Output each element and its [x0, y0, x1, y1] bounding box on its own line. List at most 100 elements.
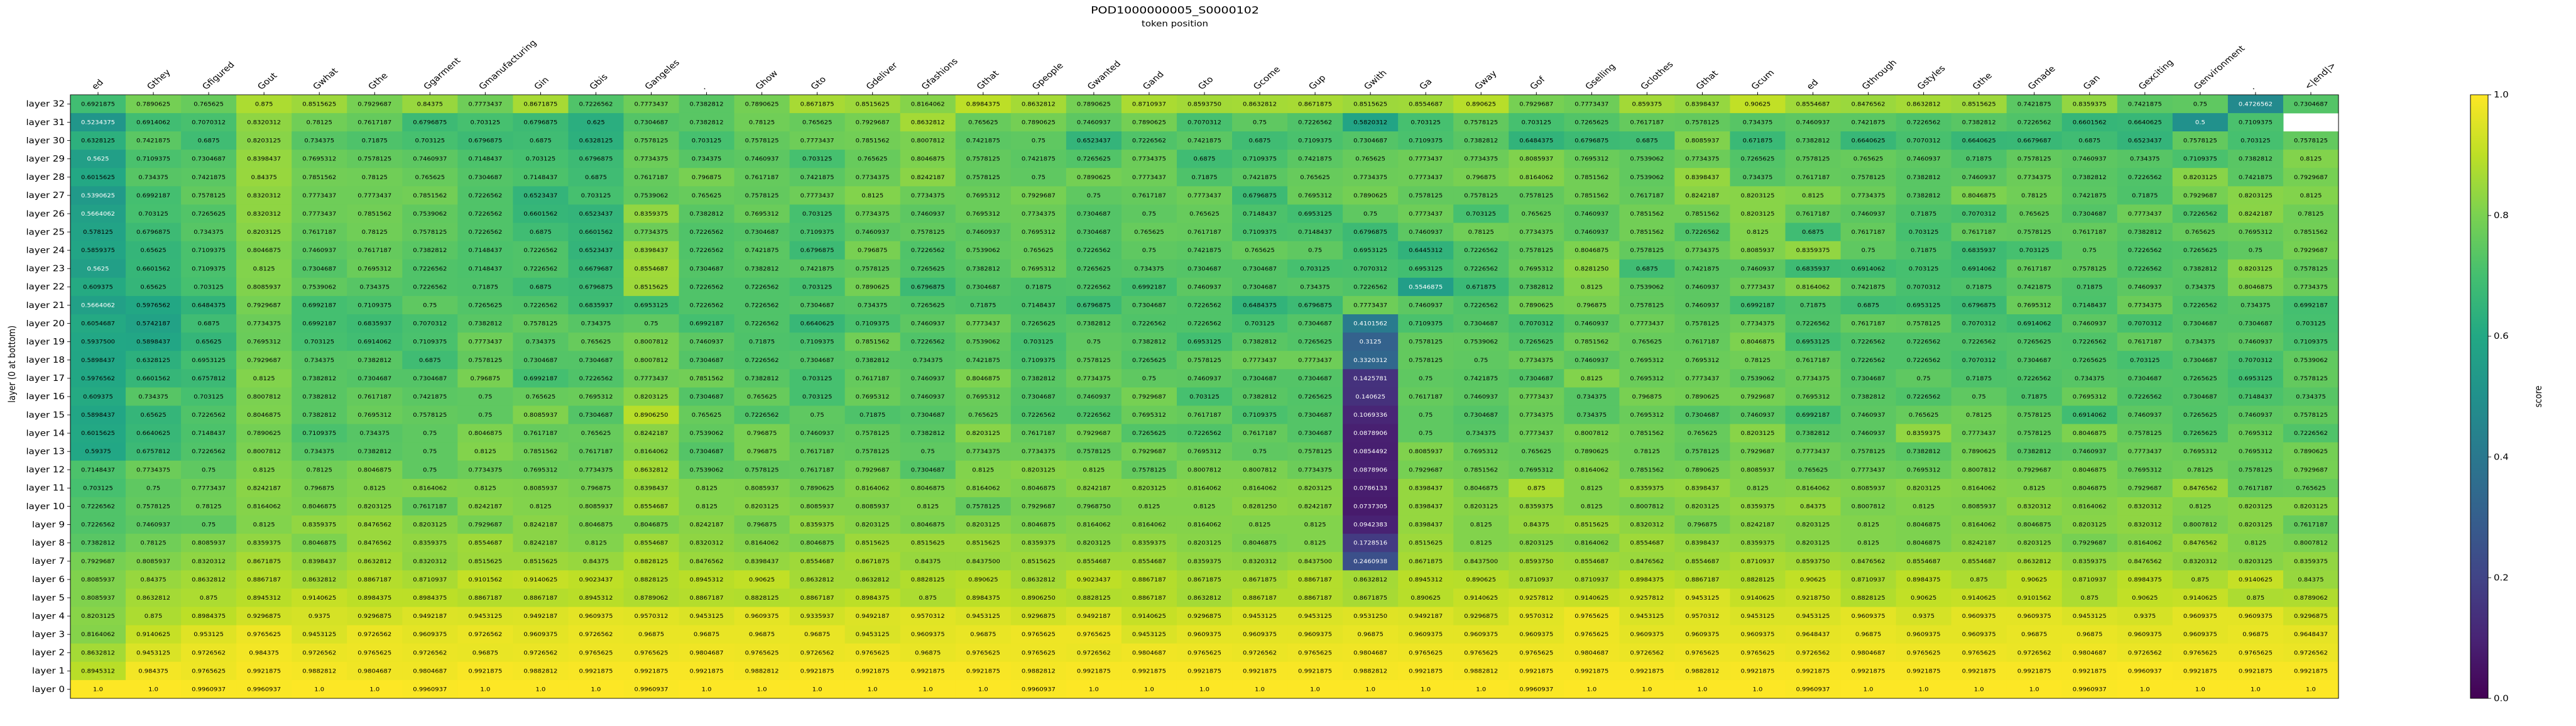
- cell-value-label: 0.75: [1972, 394, 1986, 400]
- cell-value-label: 0.875: [255, 101, 273, 107]
- heatmap-cell: [1453, 295, 1509, 315]
- heatmap-cell: [623, 387, 680, 406]
- cell-value-label: 0.8320312: [247, 119, 281, 126]
- cell-value-label: 0.7460937: [1907, 156, 1941, 162]
- heatmap-cell: [1453, 351, 1509, 370]
- heatmap-cell: [734, 625, 790, 644]
- heatmap-cell: [1674, 168, 1730, 187]
- cell-value-label: 0.7460937: [1962, 174, 1996, 180]
- heatmap-cell: [402, 351, 458, 370]
- cell-value-label: 0.7460937: [2239, 339, 2273, 345]
- cell-value-label: 0.7890625: [247, 431, 281, 437]
- cell-value-label: 0.4101562: [1353, 321, 1387, 327]
- heatmap-cell: [2172, 295, 2229, 315]
- heatmap-cell: [347, 643, 403, 663]
- cell-value-label: 0.9921875: [2294, 668, 2328, 674]
- heatmap-cell: [2061, 661, 2118, 681]
- heatmap-cell: [181, 150, 237, 168]
- cell-value-label: 0.6835937: [1796, 266, 1830, 272]
- cell-value-label: 0.7304687: [2128, 375, 2162, 382]
- cell-value-label: 0.7304687: [634, 119, 668, 126]
- cell-value-label: 0.7929687: [1077, 431, 1111, 437]
- heatmap-cell: [70, 570, 126, 589]
- cell-value-label: 0.9296875: [1187, 613, 1221, 620]
- heatmap-cell: [2172, 150, 2229, 168]
- cell-value-label: 0.7695312: [1907, 467, 1941, 473]
- heatmap-cell: [1287, 607, 1343, 626]
- heatmap-cell: [2227, 277, 2284, 297]
- heatmap-cell: [1343, 679, 1399, 699]
- heatmap-cell: [1232, 204, 1288, 223]
- cell-value-label: 0.796875: [471, 375, 501, 382]
- cell-value-label: 0.8046875: [1907, 522, 1941, 528]
- heatmap-cell: [402, 131, 458, 150]
- cell-value-label: 0.734375: [2130, 156, 2160, 162]
- cell-value-label: 0.8359375: [2073, 558, 2107, 564]
- cell-value-label: 0.7539062: [634, 193, 668, 199]
- heatmap-cell: [457, 204, 513, 223]
- cell-value-label: 0.734375: [2075, 375, 2105, 382]
- cell-value-label: 0.7226562: [1077, 284, 1111, 290]
- heatmap-cell: [1730, 259, 1786, 278]
- cell-value-label: 0.7460937: [911, 375, 945, 382]
- heatmap-cell: [1453, 223, 1509, 242]
- cell-value-label: 0.9765625: [192, 668, 226, 674]
- heatmap-cell: [955, 588, 1012, 607]
- heatmap-cell: [1453, 607, 1509, 626]
- heatmap-cell: [1343, 497, 1399, 516]
- heatmap-cell: [70, 204, 126, 223]
- cell-value-label: 0.8632812: [911, 119, 945, 126]
- heatmap-cell: [734, 460, 790, 480]
- heatmap-cell: [568, 168, 624, 187]
- cell-value-label: 0.96875: [2242, 632, 2268, 638]
- heatmap-cell: [457, 643, 513, 663]
- cell-value-label: 0.765625: [194, 101, 224, 107]
- heatmap-cell: [2283, 131, 2339, 150]
- heatmap-cell: [2227, 625, 2284, 644]
- heatmap-cell: [2172, 534, 2229, 553]
- cell-value-label: 0.8046875: [2073, 431, 2107, 437]
- heatmap-cell: [292, 333, 347, 351]
- cell-value-label: 0.8125: [1304, 540, 1326, 546]
- cell-value-label: 0.9921875: [1187, 668, 1221, 674]
- cell-value-label: 0.875: [145, 613, 163, 620]
- cell-value-label: 0.9296875: [1464, 613, 1498, 620]
- cell-value-label: 0.6953125: [2239, 375, 2273, 382]
- heatmap-cell: [1509, 387, 1564, 406]
- heatmap-cell: [900, 259, 956, 278]
- heatmap-cell: [1509, 679, 1564, 699]
- heatmap-cell: [513, 223, 569, 242]
- cell-value-label: 0.7929687: [2128, 485, 2162, 492]
- cell-value-label: 0.78125: [140, 540, 166, 546]
- heatmap-cell: [900, 442, 956, 461]
- heatmap-cell: [900, 277, 956, 297]
- x-tick-label: Gway: [1473, 69, 1499, 92]
- heatmap-cell: [1232, 625, 1288, 644]
- heatmap-cell: [1232, 186, 1288, 205]
- heatmap-cell: [2117, 150, 2173, 168]
- cell-value-label: 0.796875: [747, 431, 777, 437]
- heatmap-cell: [789, 204, 846, 223]
- cell-value-label: 0.7578125: [745, 138, 779, 144]
- heatmap-cell: [789, 387, 846, 406]
- heatmap-cell: [1010, 478, 1067, 498]
- cell-value-label: 0.8710937: [2073, 577, 2107, 583]
- heatmap-cell: [1176, 204, 1233, 223]
- cell-value-label: 0.7851562: [856, 339, 890, 345]
- cell-value-label: 0.2460938: [1353, 558, 1387, 564]
- heatmap-cell: [1564, 277, 1620, 297]
- cell-value-label: 0.7070312: [1519, 321, 1553, 327]
- heatmap-cell: [568, 259, 624, 278]
- cell-value-label: 0.9609375: [2128, 632, 2162, 638]
- x-tick-label: Gangeles: [643, 58, 682, 91]
- cell-value-label: 0.7460937: [2128, 412, 2162, 419]
- cell-value-label: 0.734375: [1743, 119, 1773, 126]
- cell-value-label: 0.7109375: [413, 339, 447, 345]
- cell-value-label: 0.7460937: [1077, 394, 1111, 400]
- cell-value-label: 0.7226562: [1685, 229, 1719, 236]
- cell-value-label: 0.8398437: [1409, 503, 1443, 510]
- cell-value-label: 0.9140625: [2183, 595, 2217, 602]
- heatmap-cell: [1674, 204, 1730, 223]
- cell-value-label: 0.7460937: [690, 339, 724, 345]
- heatmap-cell: [2283, 643, 2339, 663]
